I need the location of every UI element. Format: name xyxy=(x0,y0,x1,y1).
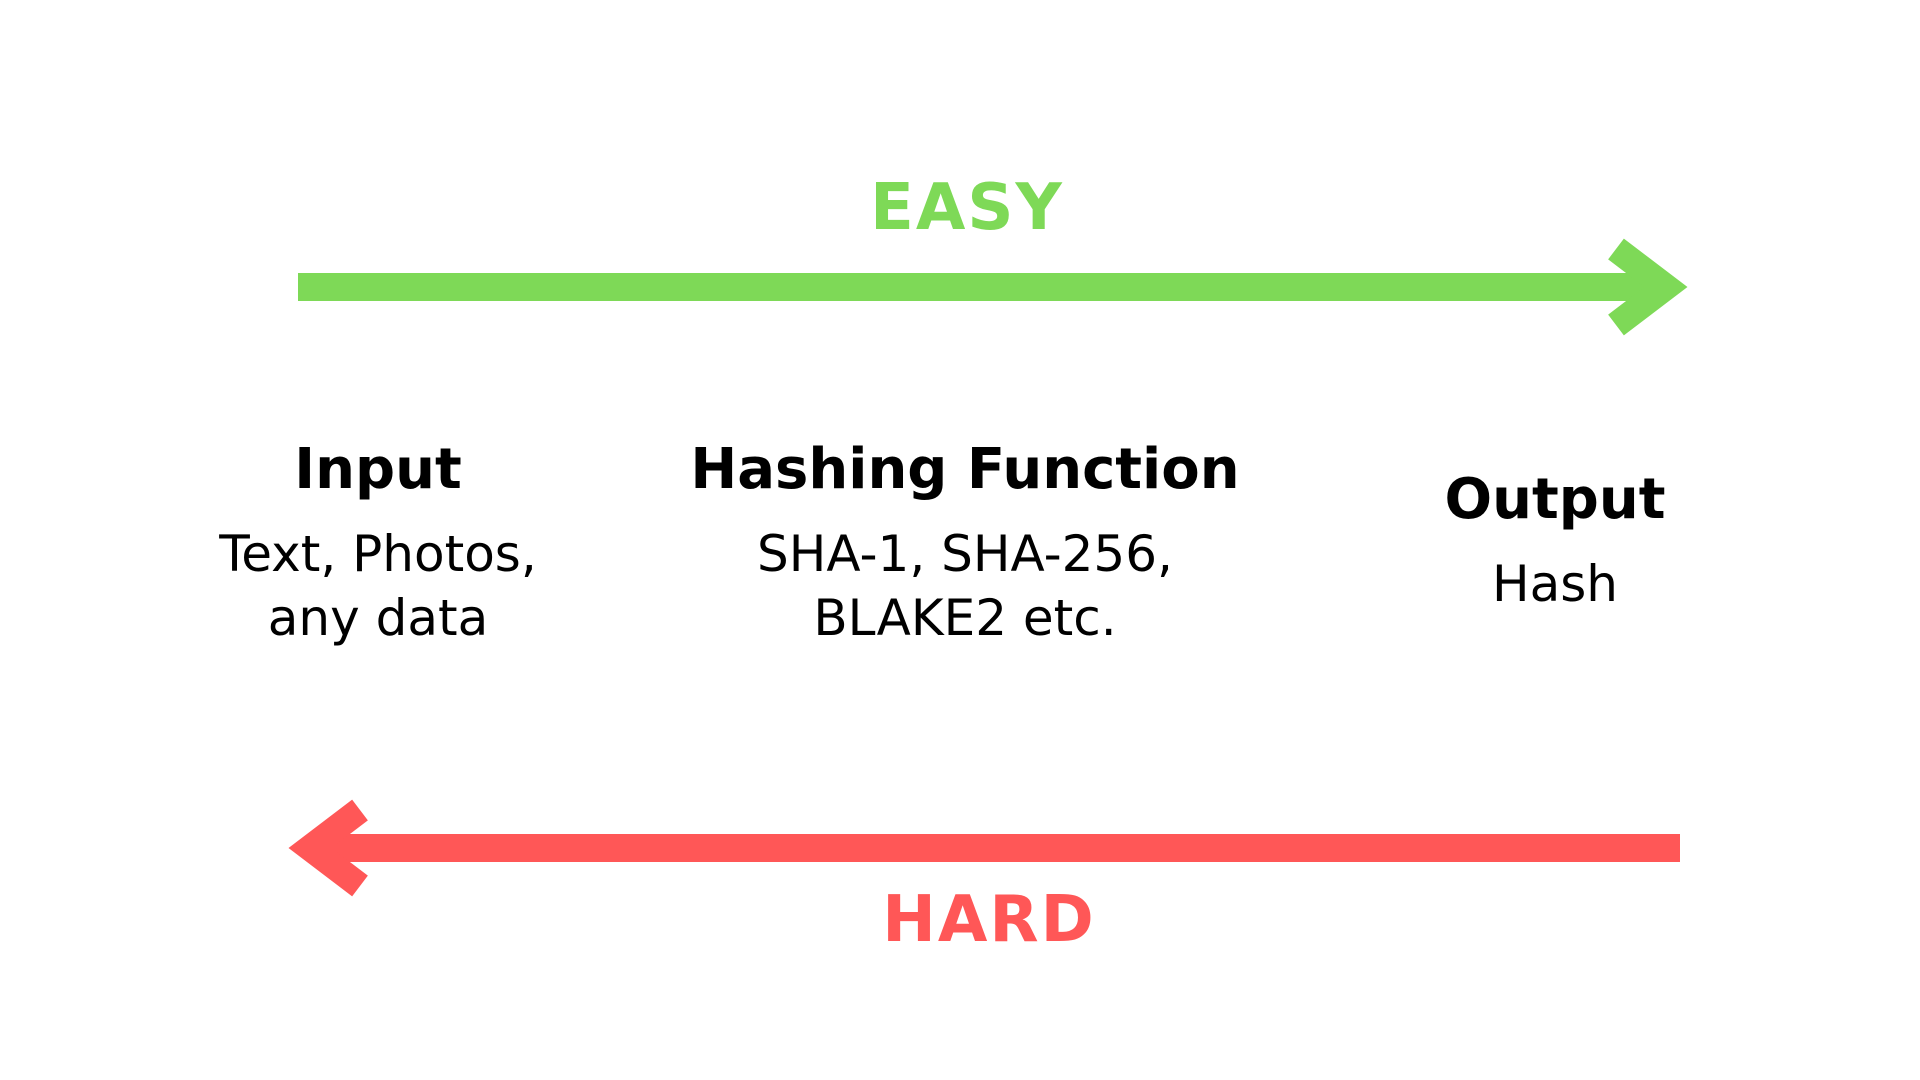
input-stage: Input Text, Photos, any data xyxy=(178,442,578,650)
hashing-function-detail: SHA-1, SHA-256, BLAKE2 etc. xyxy=(757,525,1173,647)
easy-arrow-shaft xyxy=(298,273,1658,301)
easy-label: EASY xyxy=(870,171,1064,245)
hard-arrow-head xyxy=(288,799,368,897)
hashing-function-stage: Hashing Function SHA-1, SHA-256, BLAKE2 … xyxy=(665,442,1265,650)
hard-arrow-shaft xyxy=(310,834,1680,862)
hard-arrow xyxy=(288,799,1680,897)
input-detail: Text, Photos, any data xyxy=(219,525,537,647)
hashing-function-title: Hashing Function xyxy=(690,437,1240,502)
easy-arrow xyxy=(298,238,1688,336)
output-title: Output xyxy=(1444,467,1666,532)
output-stage: Output Hash xyxy=(1405,472,1705,616)
hard-label: HARD xyxy=(882,883,1096,957)
input-title: Input xyxy=(294,437,462,502)
easy-arrow-head xyxy=(1608,238,1688,336)
output-detail: Hash xyxy=(1492,555,1618,613)
